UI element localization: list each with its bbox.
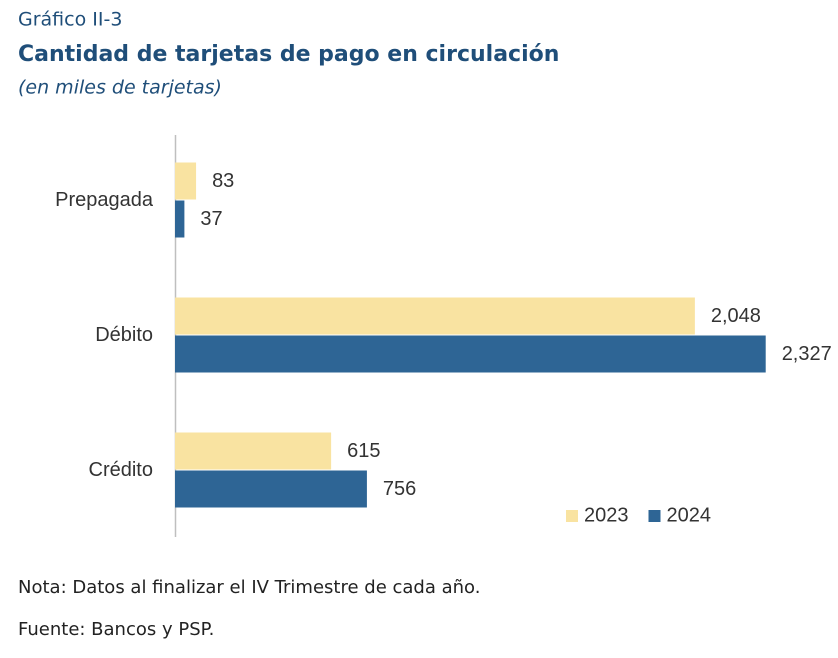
- chart-title: Cantidad de tarjetas de pago en circulac…: [18, 42, 559, 67]
- legend-swatch: [566, 510, 578, 522]
- value-label: 615: [347, 440, 380, 462]
- bar: [175, 297, 695, 335]
- y-tick-label: Débito: [95, 324, 153, 346]
- value-label: 2,048: [711, 305, 761, 327]
- value-label: 37: [200, 208, 222, 230]
- source: Fuente: Bancos y PSP.: [18, 619, 214, 640]
- bar: [175, 432, 332, 470]
- y-tick-label: Prepagada: [55, 189, 154, 211]
- bar: [175, 200, 185, 238]
- value-label: 2,327: [782, 343, 832, 365]
- bar: [175, 470, 367, 508]
- legend-label: 2023: [584, 504, 629, 526]
- y-tick-label: Crédito: [89, 459, 153, 481]
- bar: [175, 162, 197, 200]
- bar: [175, 335, 766, 373]
- value-label: 83: [212, 170, 234, 192]
- note: Nota: Datos al finalizar el IV Trimestre…: [18, 577, 480, 598]
- value-label: 756: [383, 478, 416, 500]
- chart-subtitle: (en miles de tarjetas): [18, 77, 222, 99]
- legend-swatch: [648, 510, 661, 522]
- legend-label: 2024: [667, 504, 712, 526]
- chart-number: Gráfico II-3: [18, 9, 122, 31]
